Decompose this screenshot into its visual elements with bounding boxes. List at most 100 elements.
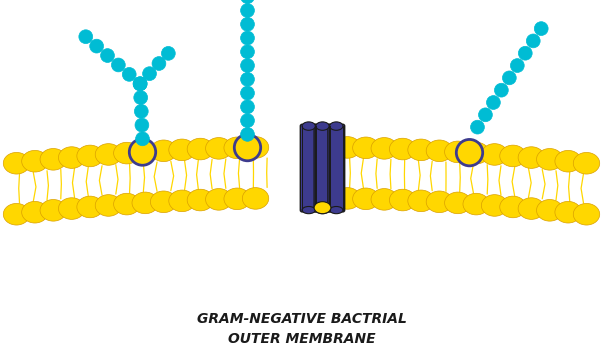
Circle shape	[241, 59, 254, 72]
Circle shape	[241, 17, 254, 31]
Ellipse shape	[555, 150, 581, 172]
Ellipse shape	[500, 145, 526, 167]
Ellipse shape	[408, 190, 434, 212]
Ellipse shape	[463, 142, 490, 164]
Ellipse shape	[224, 188, 250, 210]
Ellipse shape	[353, 137, 379, 159]
Circle shape	[162, 46, 175, 60]
Circle shape	[241, 86, 254, 100]
Ellipse shape	[150, 140, 177, 162]
Ellipse shape	[95, 195, 122, 216]
Ellipse shape	[169, 190, 195, 212]
Ellipse shape	[113, 193, 140, 215]
Ellipse shape	[95, 144, 122, 165]
Circle shape	[526, 34, 540, 48]
Ellipse shape	[330, 207, 343, 214]
Text: GRAM-NEGATIVE BACTRIAL
OUTER MEMBRANE: GRAM-NEGATIVE BACTRIAL OUTER MEMBRANE	[197, 312, 406, 346]
Ellipse shape	[573, 152, 600, 174]
Ellipse shape	[334, 137, 361, 158]
Ellipse shape	[518, 198, 545, 219]
Circle shape	[129, 139, 156, 165]
Ellipse shape	[316, 122, 329, 130]
Ellipse shape	[3, 203, 30, 225]
Circle shape	[494, 83, 508, 97]
Ellipse shape	[242, 137, 269, 158]
Ellipse shape	[3, 152, 30, 174]
Ellipse shape	[302, 207, 315, 214]
Circle shape	[101, 49, 115, 62]
Ellipse shape	[302, 122, 315, 130]
Ellipse shape	[58, 198, 85, 219]
Circle shape	[502, 71, 516, 85]
Circle shape	[534, 22, 548, 36]
Ellipse shape	[500, 196, 526, 218]
Ellipse shape	[390, 138, 416, 160]
Ellipse shape	[58, 147, 85, 168]
Ellipse shape	[518, 147, 545, 168]
Circle shape	[143, 67, 156, 81]
Circle shape	[133, 77, 147, 91]
Circle shape	[133, 77, 147, 91]
Circle shape	[519, 46, 532, 60]
Ellipse shape	[573, 203, 600, 225]
Ellipse shape	[224, 137, 250, 159]
Circle shape	[135, 118, 149, 132]
Circle shape	[241, 4, 254, 17]
Ellipse shape	[537, 199, 563, 221]
Circle shape	[241, 72, 254, 86]
Ellipse shape	[22, 150, 48, 172]
Circle shape	[487, 96, 500, 109]
Ellipse shape	[77, 196, 103, 218]
Ellipse shape	[206, 189, 232, 210]
Circle shape	[241, 114, 254, 127]
Ellipse shape	[463, 193, 490, 215]
Circle shape	[79, 30, 93, 44]
Circle shape	[510, 59, 524, 72]
Circle shape	[241, 127, 254, 141]
Circle shape	[241, 100, 254, 114]
Ellipse shape	[150, 191, 177, 213]
Ellipse shape	[444, 141, 471, 163]
FancyBboxPatch shape	[300, 124, 317, 212]
Ellipse shape	[40, 199, 66, 221]
Circle shape	[112, 58, 125, 72]
FancyBboxPatch shape	[328, 124, 345, 212]
Ellipse shape	[371, 189, 397, 210]
Circle shape	[470, 120, 484, 134]
Ellipse shape	[481, 195, 508, 216]
FancyBboxPatch shape	[314, 124, 331, 212]
Circle shape	[479, 108, 492, 122]
Ellipse shape	[555, 201, 581, 223]
Circle shape	[133, 77, 147, 91]
Ellipse shape	[481, 144, 508, 165]
Circle shape	[241, 0, 254, 4]
Ellipse shape	[444, 192, 471, 214]
Circle shape	[122, 67, 136, 81]
Ellipse shape	[408, 139, 434, 161]
Circle shape	[241, 31, 254, 45]
Circle shape	[90, 39, 104, 53]
Ellipse shape	[187, 189, 213, 211]
Ellipse shape	[390, 189, 416, 211]
Ellipse shape	[77, 145, 103, 167]
Circle shape	[134, 104, 148, 118]
Circle shape	[456, 139, 482, 166]
Ellipse shape	[169, 139, 195, 161]
Ellipse shape	[316, 207, 329, 214]
Ellipse shape	[22, 201, 48, 223]
Ellipse shape	[113, 142, 140, 164]
Ellipse shape	[242, 188, 269, 209]
Ellipse shape	[132, 141, 159, 163]
Circle shape	[152, 57, 166, 71]
Circle shape	[134, 91, 148, 104]
Ellipse shape	[426, 191, 453, 213]
Circle shape	[235, 134, 260, 161]
Ellipse shape	[330, 122, 343, 130]
Ellipse shape	[206, 138, 232, 159]
Ellipse shape	[537, 149, 563, 170]
Ellipse shape	[187, 138, 213, 160]
Ellipse shape	[371, 138, 397, 159]
Ellipse shape	[40, 149, 66, 170]
Circle shape	[241, 45, 254, 59]
Ellipse shape	[132, 192, 159, 214]
